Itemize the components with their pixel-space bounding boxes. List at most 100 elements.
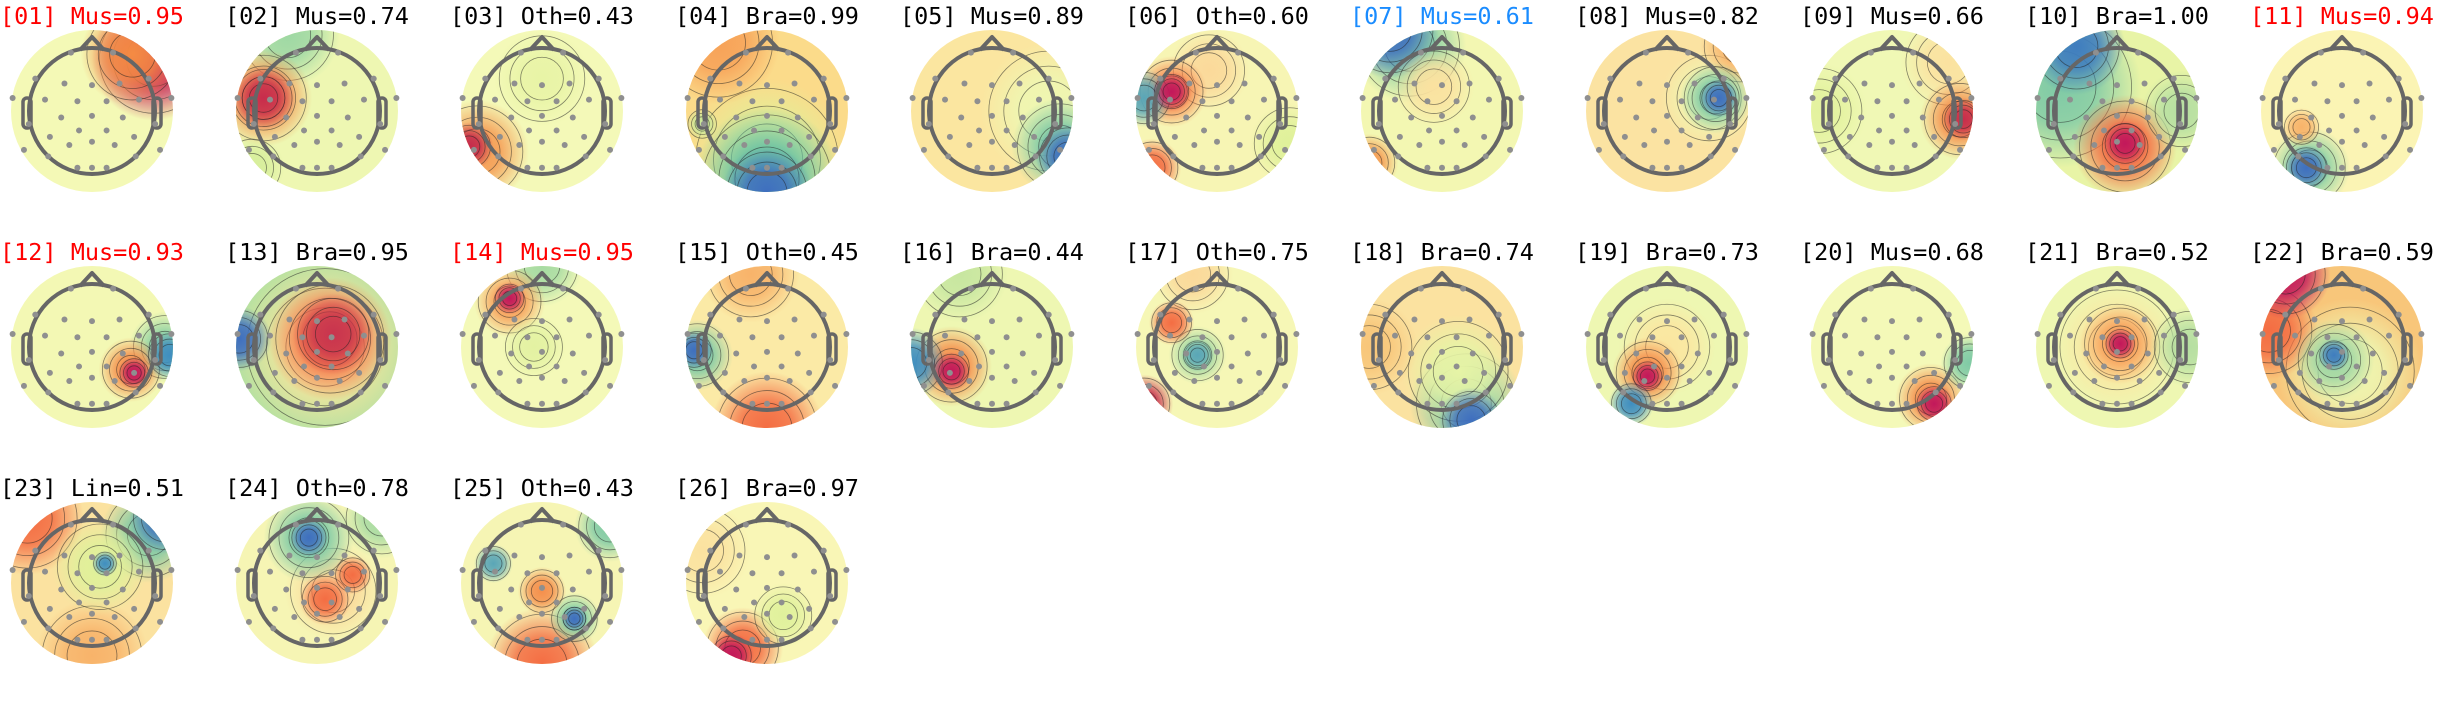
- electrode-dot: [132, 389, 139, 396]
- electrode-dot: [135, 96, 142, 103]
- electrode-dot: [2324, 334, 2331, 341]
- electrode-dot: [976, 127, 983, 134]
- electrode-dot: [119, 114, 126, 121]
- head-outline: [927, 282, 1057, 412]
- ear-icon: [601, 332, 613, 366]
- nose-icon: [303, 507, 331, 524]
- component-cell-02: [02] Mus=0.74: [225, 1, 450, 236]
- electrode-dot: [736, 80, 743, 87]
- electrode-dot: [1485, 96, 1492, 103]
- ear-icon: [1371, 96, 1383, 130]
- electrode-dot: [2114, 318, 2120, 325]
- ear-icon: [376, 332, 388, 366]
- electrode-dot: [356, 369, 363, 376]
- electrode-dot: [470, 618, 477, 625]
- ear-icon: [1146, 332, 1158, 366]
- electrode-dot: [1236, 142, 1243, 149]
- electrode-dot: [328, 164, 335, 171]
- topomap: [9, 502, 175, 664]
- electrode-dot: [742, 49, 749, 56]
- electrode-dot: [511, 80, 518, 87]
- electrode-dot: [1439, 374, 1445, 381]
- electrode-dot: [1664, 400, 1670, 407]
- electrode-dot: [553, 127, 560, 134]
- electrode-dot: [1858, 350, 1865, 357]
- electrode-dot: [1678, 400, 1685, 407]
- electrode-dot: [1846, 133, 1853, 140]
- electrode-dot: [393, 331, 400, 338]
- ear-icon: [1276, 96, 1288, 130]
- electrode-dot: [1396, 133, 1403, 140]
- ear-icon: [601, 96, 613, 130]
- electrode-dot: [508, 114, 515, 121]
- electrode-dot: [741, 614, 748, 621]
- electrode-dot: [492, 332, 499, 339]
- component-cell-03: [03] Oth=0.43: [450, 1, 675, 236]
- electrode-dot: [2128, 363, 2135, 370]
- component-label: [04] Bra=0.99: [675, 2, 859, 30]
- electrode-dot: [2045, 382, 2052, 389]
- electrode-dot: [2099, 164, 2106, 171]
- electrode-dot: [976, 363, 983, 370]
- electrode-dot: [20, 146, 27, 153]
- electrode-dot: [820, 75, 827, 82]
- electrode-dot: [553, 400, 560, 407]
- electrode-dot: [1424, 400, 1431, 407]
- electrode-dot: [42, 568, 49, 575]
- electrode-dot: [1228, 98, 1235, 105]
- electrode-dot: [2339, 112, 2345, 119]
- electrode-dot: [1228, 400, 1235, 407]
- electrode-dot: [116, 552, 123, 559]
- electrode-dot: [786, 142, 793, 149]
- electrode-dot: [1482, 153, 1489, 160]
- electrode-dot: [2316, 378, 2323, 385]
- electrode-dot: [1032, 389, 1039, 396]
- component-label: [06] Oth=0.60: [1125, 2, 1309, 30]
- electrode-dot: [1170, 153, 1177, 160]
- electrode-dot: [920, 382, 927, 389]
- electrode-dot: [1241, 316, 1248, 323]
- electrode-dot: [20, 382, 27, 389]
- electrode-dot: [1199, 400, 1206, 407]
- electrode-dot: [74, 334, 81, 341]
- electrode-dot: [1617, 332, 1624, 339]
- electrode-dot: [66, 614, 73, 621]
- electrode-dot: [807, 625, 814, 632]
- electrode-dot: [2114, 374, 2120, 381]
- electrode-dot: [103, 636, 110, 643]
- electrode-dot: [2156, 369, 2163, 376]
- electrode-dot: [2182, 382, 2189, 389]
- electrode-dot: [1617, 96, 1624, 103]
- electrode-dot: [103, 363, 110, 370]
- electrode-dot: [1052, 120, 1059, 127]
- electrode-dot: [292, 285, 299, 292]
- electrode-dot: [989, 400, 995, 407]
- electrode-dot: [524, 98, 531, 105]
- electrode-dot: [301, 599, 308, 606]
- electrode-dot: [360, 332, 367, 339]
- electrode-dot: [1678, 98, 1685, 105]
- electrode-dot: [2395, 75, 2402, 82]
- electrode-dot: [2128, 98, 2135, 105]
- electrode-dot: [1507, 382, 1514, 389]
- electrode-dot: [1633, 114, 1640, 121]
- electrode-dot: [1045, 311, 1052, 318]
- electrode-dot: [764, 400, 770, 407]
- electrode-dot: [267, 332, 274, 339]
- scalp-map-icon: [1359, 30, 1525, 192]
- electrode-dot: [152, 356, 159, 363]
- electrode-dot: [314, 610, 320, 617]
- electrode-dot: [1192, 285, 1199, 292]
- head-outline: [702, 518, 832, 648]
- electrode-dot: [764, 348, 770, 355]
- electrode-dot: [89, 112, 95, 119]
- electrode-dot: [1903, 400, 1910, 407]
- electrode-dot: [495, 153, 502, 160]
- electrode-dot: [1903, 127, 1910, 134]
- electrode-dot: [1481, 133, 1488, 140]
- electrode-dot: [66, 142, 73, 149]
- electrode-dot: [1743, 331, 1750, 338]
- electrode-dot: [1019, 114, 1026, 121]
- ear-icon: [2046, 96, 2058, 130]
- electrode-dot: [459, 95, 466, 102]
